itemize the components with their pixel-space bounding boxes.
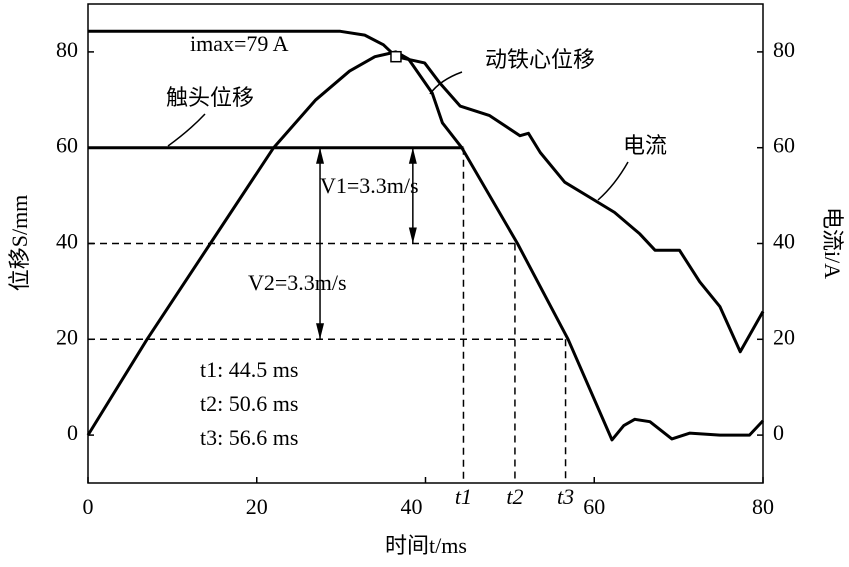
time-name: t1	[455, 484, 472, 509]
x-tick-label: 0	[83, 494, 94, 519]
velocity-label: V2=3.3m/s	[248, 270, 347, 295]
series-line	[88, 29, 765, 354]
series-name: 电流	[623, 133, 667, 158]
time-label: t2: 50.6 ms	[200, 391, 298, 416]
y2-tick-label: 20	[773, 324, 795, 349]
x-tick-label: 40	[401, 494, 423, 519]
series-name: 触头位移	[166, 85, 254, 110]
y2-tick-label: 60	[773, 133, 795, 158]
max-marker	[390, 50, 402, 63]
time-name: t3	[557, 484, 574, 509]
time-name: t2	[506, 484, 523, 509]
y2-tick-label: 80	[773, 37, 795, 62]
y-tick-label: 80	[56, 37, 78, 62]
series-name: 动铁心位移	[485, 47, 595, 72]
y-axis-label: 位移S/mm	[7, 195, 32, 292]
y2-tick-label: 40	[773, 229, 795, 254]
x-tick-label: 20	[246, 494, 268, 519]
callout-line	[597, 161, 629, 201]
y2-tick-label: 0	[773, 420, 784, 445]
x-axis-label: 时间t/ms	[385, 533, 467, 558]
arrow-head	[408, 227, 417, 244]
arrow-head	[316, 323, 325, 340]
x-tick-label: 80	[752, 494, 774, 519]
series-line	[86, 50, 765, 442]
x-tick-label: 60	[583, 494, 605, 519]
arrow-head	[408, 147, 417, 164]
y-tick-label: 40	[56, 229, 78, 254]
time-label: t1: 44.5 ms	[200, 357, 298, 382]
y2-axis-label: 电流i/A	[820, 207, 845, 279]
time-label: t3: 56.6 ms	[200, 425, 298, 450]
velocity-label: V1=3.3m/s	[320, 173, 419, 198]
arrow-head	[316, 147, 325, 164]
callout-line	[429, 71, 463, 95]
callout-line	[167, 113, 206, 147]
y-tick-label: 60	[56, 133, 78, 158]
y-tick-label: 0	[67, 420, 78, 445]
max-label: imax=79 A	[190, 31, 289, 56]
y-tick-label: 20	[56, 324, 78, 349]
